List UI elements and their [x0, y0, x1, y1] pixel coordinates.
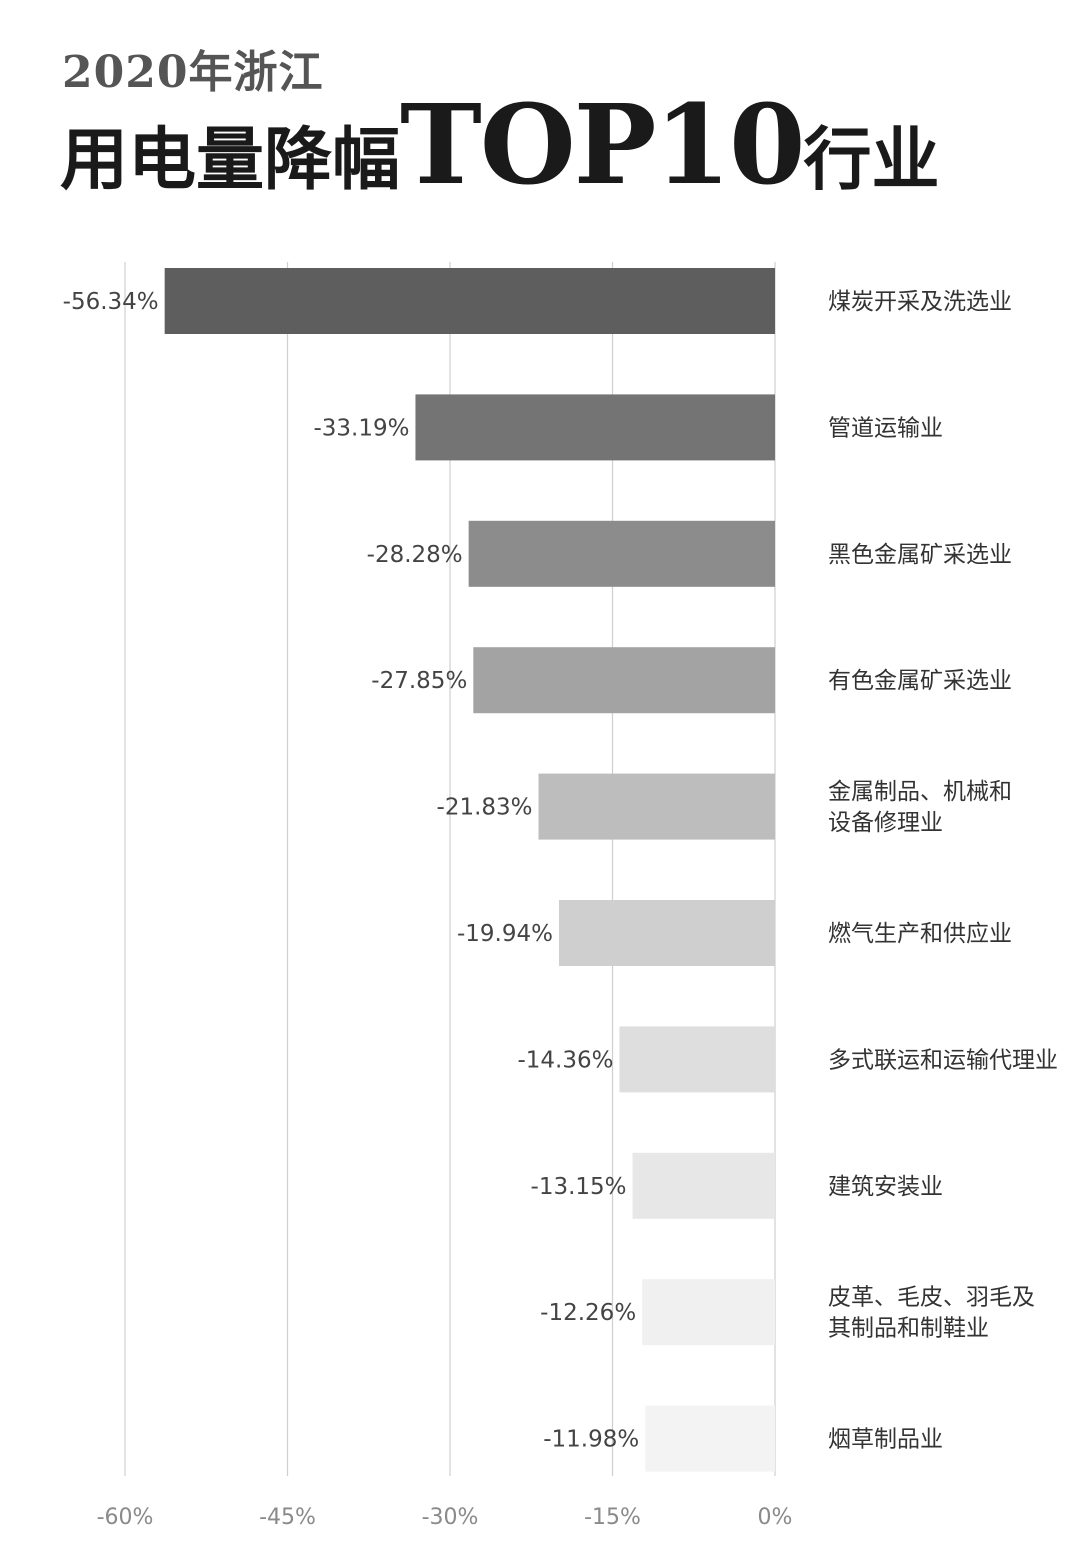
x-tick-label: -15%: [584, 1505, 641, 1530]
category-label: 煤炭开采及洗选业: [828, 289, 1012, 315]
bar: [473, 647, 775, 714]
category-label: 皮革、毛皮、羽毛及: [828, 1285, 1035, 1311]
data-label: -21.83%: [437, 795, 533, 821]
bar: [468, 520, 775, 587]
data-label: -14.36%: [517, 1047, 613, 1073]
chart-title-line2: 用电量降幅TOP10行业: [60, 80, 940, 209]
bar: [538, 773, 775, 840]
data-label: -28.28%: [367, 542, 463, 568]
bar: [558, 900, 775, 966]
data-label: -13.15%: [531, 1174, 627, 1200]
data-label: -12.26%: [540, 1300, 636, 1326]
bar: [642, 1279, 775, 1346]
category-label: 黑色金属矿采选业: [828, 542, 1012, 568]
x-tick-label: 0%: [758, 1505, 793, 1530]
title-part-a: 用电量降幅: [60, 121, 401, 200]
category-label: 金属制品、机械和: [828, 779, 1012, 805]
chart-title-line1: 2020年浙江: [62, 47, 324, 98]
data-label: -27.85%: [371, 668, 467, 694]
category-label: 设备修理业: [828, 810, 943, 836]
x-tick-label: -45%: [259, 1505, 316, 1530]
category-label: 燃气生产和供应业: [828, 921, 1012, 947]
x-tick-label: -30%: [422, 1505, 479, 1530]
data-label: -33.19%: [313, 415, 409, 441]
title-part-b: 行业: [803, 121, 940, 200]
category-label: 建筑安装业: [828, 1174, 943, 1200]
bar: [164, 268, 776, 334]
bar: [415, 394, 775, 461]
data-label: -56.34%: [63, 289, 159, 315]
category-label: 多式联运和运输代理业: [828, 1047, 1058, 1073]
title-part-en: TOP10: [400, 80, 805, 209]
bar: [632, 1152, 775, 1219]
x-tick-label: -60%: [97, 1505, 154, 1530]
category-label: 管道运输业: [828, 415, 943, 441]
bar: [619, 1026, 775, 1093]
bar: [645, 1405, 775, 1472]
data-label: -11.98%: [543, 1427, 639, 1453]
category-label: 烟草制品业: [828, 1427, 943, 1453]
category-label: 有色金属矿采选业: [828, 668, 1012, 694]
data-label: -19.94%: [457, 921, 553, 947]
category-label: 其制品和制鞋业: [828, 1316, 989, 1342]
